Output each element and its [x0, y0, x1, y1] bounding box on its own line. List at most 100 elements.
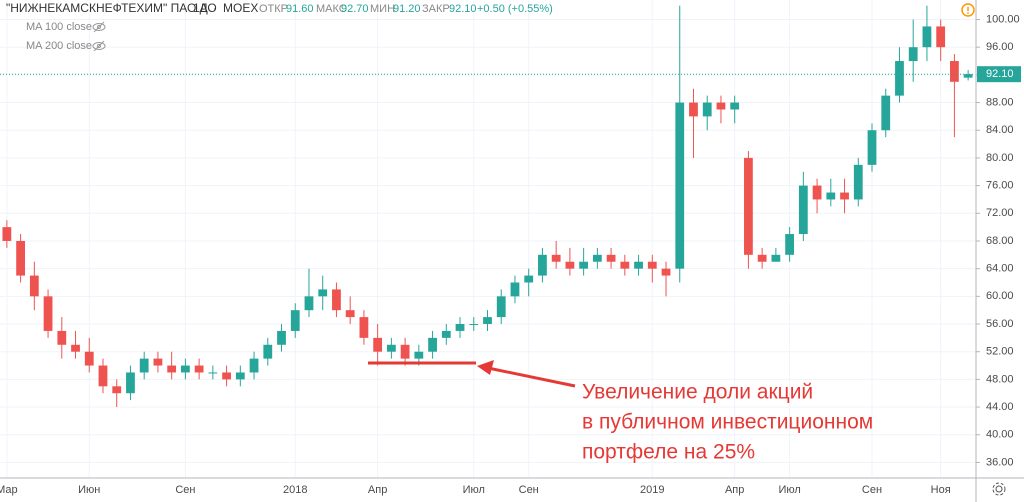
candle-body: [606, 254, 616, 262]
candle-body: [318, 289, 328, 297]
candle-body: [579, 261, 589, 269]
candle-body: [675, 102, 685, 269]
candle-body: [222, 372, 231, 380]
candle-body: [867, 130, 877, 165]
x-tick-label: Июн: [78, 484, 100, 496]
candle-body: [826, 192, 836, 200]
candle-body: [771, 254, 781, 262]
candle-body: [414, 351, 424, 359]
candle-body: [936, 26, 946, 48]
candle-body: [277, 330, 286, 345]
y-tick-label: 52.00: [986, 346, 1014, 358]
close: 92.10: [449, 3, 477, 15]
candle-body: [730, 102, 740, 110]
candle-body: [2, 227, 12, 241]
y-tick-label: 36.00: [986, 456, 1014, 468]
separator: ·: [213, 1, 217, 15]
candle-body: [304, 296, 314, 311]
y-tick-label: 72.00: [986, 207, 1014, 219]
candle-body: [112, 386, 122, 394]
candle-body: [565, 261, 575, 269]
indicator-legend: MA 100 close MA 200 close: [26, 21, 106, 52]
candle-body: [922, 26, 932, 48]
indicator[interactable]: MA 100 close: [26, 21, 92, 33]
candle-body: [84, 351, 94, 366]
candle-body: [881, 95, 891, 131]
candle-body: [139, 358, 149, 373]
high-label: МАКС: [316, 3, 347, 15]
hide-icon[interactable]: [92, 21, 106, 33]
y-tick-label: 44.00: [986, 401, 1014, 413]
candle-body: [235, 372, 245, 380]
x-tick-label: 2019: [640, 484, 664, 496]
x-tick-label: Апр: [725, 484, 744, 496]
candle-body: [98, 365, 108, 387]
annotation-text: портфеле на 25%: [582, 441, 755, 464]
annotation-arrow: [487, 366, 576, 388]
candle-body: [592, 254, 602, 262]
hide-icon[interactable]: [92, 40, 106, 52]
candle-body: [345, 310, 355, 318]
candle-body: [290, 310, 300, 331]
candle-body: [620, 261, 630, 269]
candle-body: [359, 317, 369, 338]
candle-body: [785, 234, 795, 255]
x-tick-label: Апр: [368, 484, 387, 496]
candle-body: [647, 261, 657, 269]
y-tick-label: 40.00: [986, 429, 1014, 441]
candle-body: [57, 330, 67, 345]
candle-body: [661, 268, 671, 276]
candle-body: [194, 365, 204, 373]
x-tick-label: Ноя: [931, 484, 951, 496]
candle-body: [16, 240, 25, 276]
exchange: MOEX: [223, 1, 258, 15]
low: 91.20: [393, 3, 421, 15]
candle-body: [263, 344, 273, 359]
candle-body: [469, 324, 479, 326]
y-tick-label: 76.00: [986, 180, 1014, 192]
candle-body: [400, 344, 410, 359]
y-tick-label: 60.00: [986, 290, 1014, 302]
settings-icon[interactable]: [992, 482, 1006, 496]
candle-body: [716, 102, 726, 110]
x-tick-label: Июл: [463, 484, 485, 496]
y-tick-label: 96.00: [986, 41, 1014, 53]
candle-body: [29, 275, 39, 297]
candle-body: [332, 289, 341, 311]
alert-icon[interactable]: [961, 3, 975, 17]
annotation-text: Увеличение доли акций: [582, 381, 813, 404]
candle-body: [208, 372, 218, 374]
annotation: Увеличение доли акций в публичном инвест…: [368, 360, 873, 464]
y-tick-label: 100.00: [986, 13, 1020, 25]
symbol: "НИЖНЕКАМСКНЕФТЕХИМ" ПАО АО: [6, 1, 217, 15]
candle-body: [963, 74, 973, 78]
y-tick-label: 48.00: [986, 373, 1014, 385]
x-tick-label: Сен: [519, 484, 539, 496]
arrow-head: [477, 360, 494, 375]
candle-body: [373, 337, 383, 352]
y-tick-label: 56.00: [986, 318, 1014, 330]
y-tick-label: 80.00: [986, 152, 1014, 164]
interval: 1Д: [193, 1, 208, 15]
y-tick-label: 68.00: [986, 235, 1014, 247]
candle-body: [126, 372, 135, 394]
y-tick-label: 88.00: [986, 96, 1014, 108]
candle-body: [634, 261, 643, 269]
candle-body: [441, 330, 451, 338]
candle-body: [71, 344, 80, 352]
candle-body: [744, 157, 753, 255]
change: +0.50 (+0.55%): [477, 3, 553, 15]
candle-body: [249, 358, 259, 373]
candle-body: [428, 337, 437, 352]
candle-body: [757, 254, 767, 262]
candle-body: [510, 282, 520, 297]
candle-body: [908, 47, 918, 62]
candle-body: [950, 61, 959, 82]
candle-body: [167, 365, 177, 373]
close-label: ЗАКР: [422, 3, 450, 15]
candle-body: [895, 61, 904, 96]
candle-body: [689, 102, 698, 117]
x-tick-label: 2018: [283, 484, 307, 496]
candle-body: [43, 296, 53, 331]
